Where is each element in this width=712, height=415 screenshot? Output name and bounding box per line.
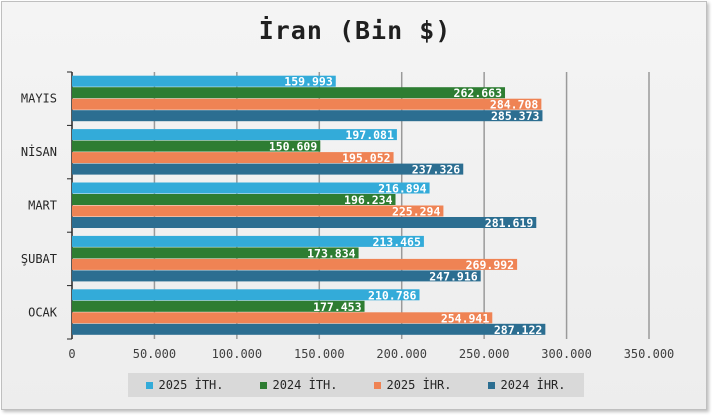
data-label: 237.326	[412, 163, 461, 177]
data-label: 159.993	[284, 75, 333, 89]
legend-swatch	[374, 381, 382, 389]
bar	[72, 152, 394, 164]
data-label: 216.894	[378, 182, 427, 196]
bar	[72, 289, 420, 301]
bar	[72, 235, 424, 247]
data-label: 285.373	[491, 109, 540, 123]
bar	[72, 87, 506, 99]
bar	[72, 247, 359, 259]
data-label: 195.052	[342, 151, 390, 165]
x-tick-label: 100.000	[212, 347, 263, 361]
legend-label: 2024 İTH.	[272, 378, 338, 392]
legend-item: 2024 İTH.	[260, 378, 338, 392]
bar	[72, 163, 464, 175]
data-label: 210.786	[368, 288, 417, 302]
x-tick-label: 300.000	[541, 347, 592, 361]
data-label: 254.941	[441, 311, 490, 325]
bar	[72, 312, 493, 324]
bar	[72, 110, 543, 122]
bar	[72, 323, 546, 335]
bar	[72, 217, 537, 228]
legend-label: 2025 İHR.	[386, 378, 452, 392]
bar	[72, 140, 321, 152]
x-tick-label: 250.000	[459, 347, 510, 361]
bar	[72, 270, 481, 282]
bar	[72, 258, 518, 270]
data-label: 177.453	[313, 300, 362, 314]
data-label: 281.619	[485, 216, 534, 230]
bar	[72, 182, 430, 194]
data-label: 287.122	[494, 323, 542, 337]
y-category-label: OCAK	[28, 305, 58, 319]
legend-swatch	[146, 381, 154, 389]
x-tick-label: 350.000	[624, 347, 675, 361]
data-label: 150.609	[269, 140, 318, 154]
legend-swatch	[260, 381, 268, 389]
x-tick-label: 200.000	[376, 347, 427, 361]
data-label: 213.465	[372, 235, 421, 249]
data-label: 284.708	[490, 98, 539, 112]
x-tick-label: 0	[68, 347, 75, 361]
x-tick-label: 150.000	[294, 347, 345, 361]
legend-swatch	[488, 381, 496, 389]
x-tick-label: 50.000	[133, 347, 176, 361]
legend-item: 2024 İHR.	[488, 378, 566, 392]
y-category-label: MART	[28, 199, 57, 213]
chart-legend: 2025 İTH. 2024 İTH. 2025 İHR. 2024 İHR.	[128, 373, 584, 397]
data-label: 225.294	[392, 205, 441, 219]
data-label: 247.916	[429, 269, 478, 283]
data-label: 269.992	[466, 258, 514, 272]
bar	[72, 129, 397, 141]
legend-item: 2025 İHR.	[374, 378, 452, 392]
data-label: 173.834	[307, 246, 356, 260]
y-category-label: NİSAN	[21, 144, 57, 159]
y-category-label: ŞUBAT	[21, 252, 57, 266]
bar	[72, 300, 365, 312]
data-label: 196.234	[344, 193, 393, 207]
bar	[72, 98, 542, 110]
chart-title: İran (Bin $)	[258, 16, 452, 45]
legend-item: 2025 İTH.	[146, 378, 224, 392]
bar	[72, 194, 396, 205]
y-category-label: MAYIS	[21, 92, 57, 106]
bar	[72, 205, 444, 217]
legend-label: 2024 İHR.	[500, 378, 566, 392]
data-label: 197.081	[345, 128, 394, 142]
bar	[72, 75, 336, 87]
data-label: 262.663	[454, 86, 503, 100]
legend-label: 2025 İTH.	[158, 378, 224, 392]
